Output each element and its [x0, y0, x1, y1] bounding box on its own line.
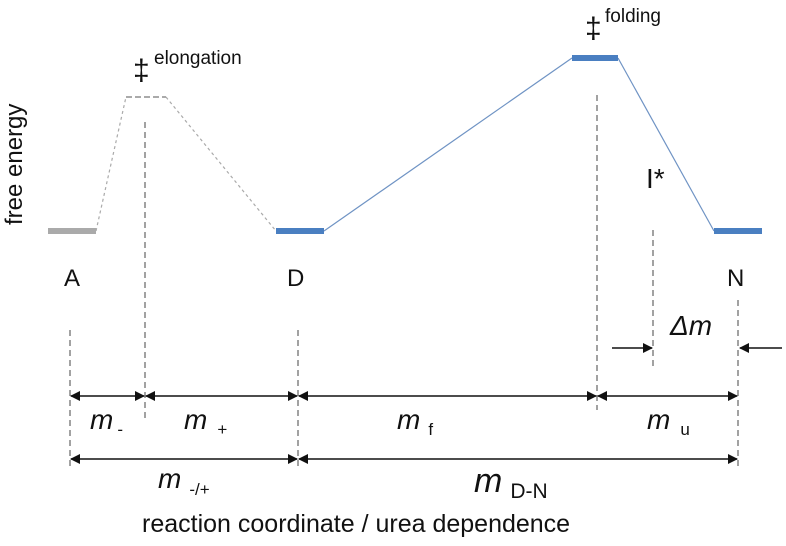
folding-ts-symbol: ‡	[585, 12, 602, 45]
folding-ts-label: folding	[605, 6, 661, 27]
path-a-to-elongation-ts	[95, 96, 127, 232]
y-axis-label: free energy	[1, 104, 28, 225]
path-folding-ts-to-n	[617, 57, 715, 232]
m-dn-label: m D-N	[474, 462, 548, 503]
state-n-label: N	[727, 265, 744, 292]
intermediate-label: I*	[646, 163, 665, 194]
delta-m-label: Δm	[669, 310, 712, 341]
m-minus-plus-label: m -/+	[158, 463, 210, 499]
state-d-label: D	[287, 265, 304, 292]
elongation-ts-label: elongation	[154, 48, 242, 69]
m-minus-label: m-	[90, 404, 123, 439]
elongation-ts-symbol: ‡	[133, 54, 150, 87]
path-elongation-ts-to-d	[165, 96, 277, 232]
x-axis-label: reaction coordinate / urea dependence	[142, 510, 570, 538]
path-d-to-folding-ts	[323, 57, 573, 232]
m-plus-label: m +	[184, 404, 227, 439]
state-a-label: A	[64, 265, 80, 292]
